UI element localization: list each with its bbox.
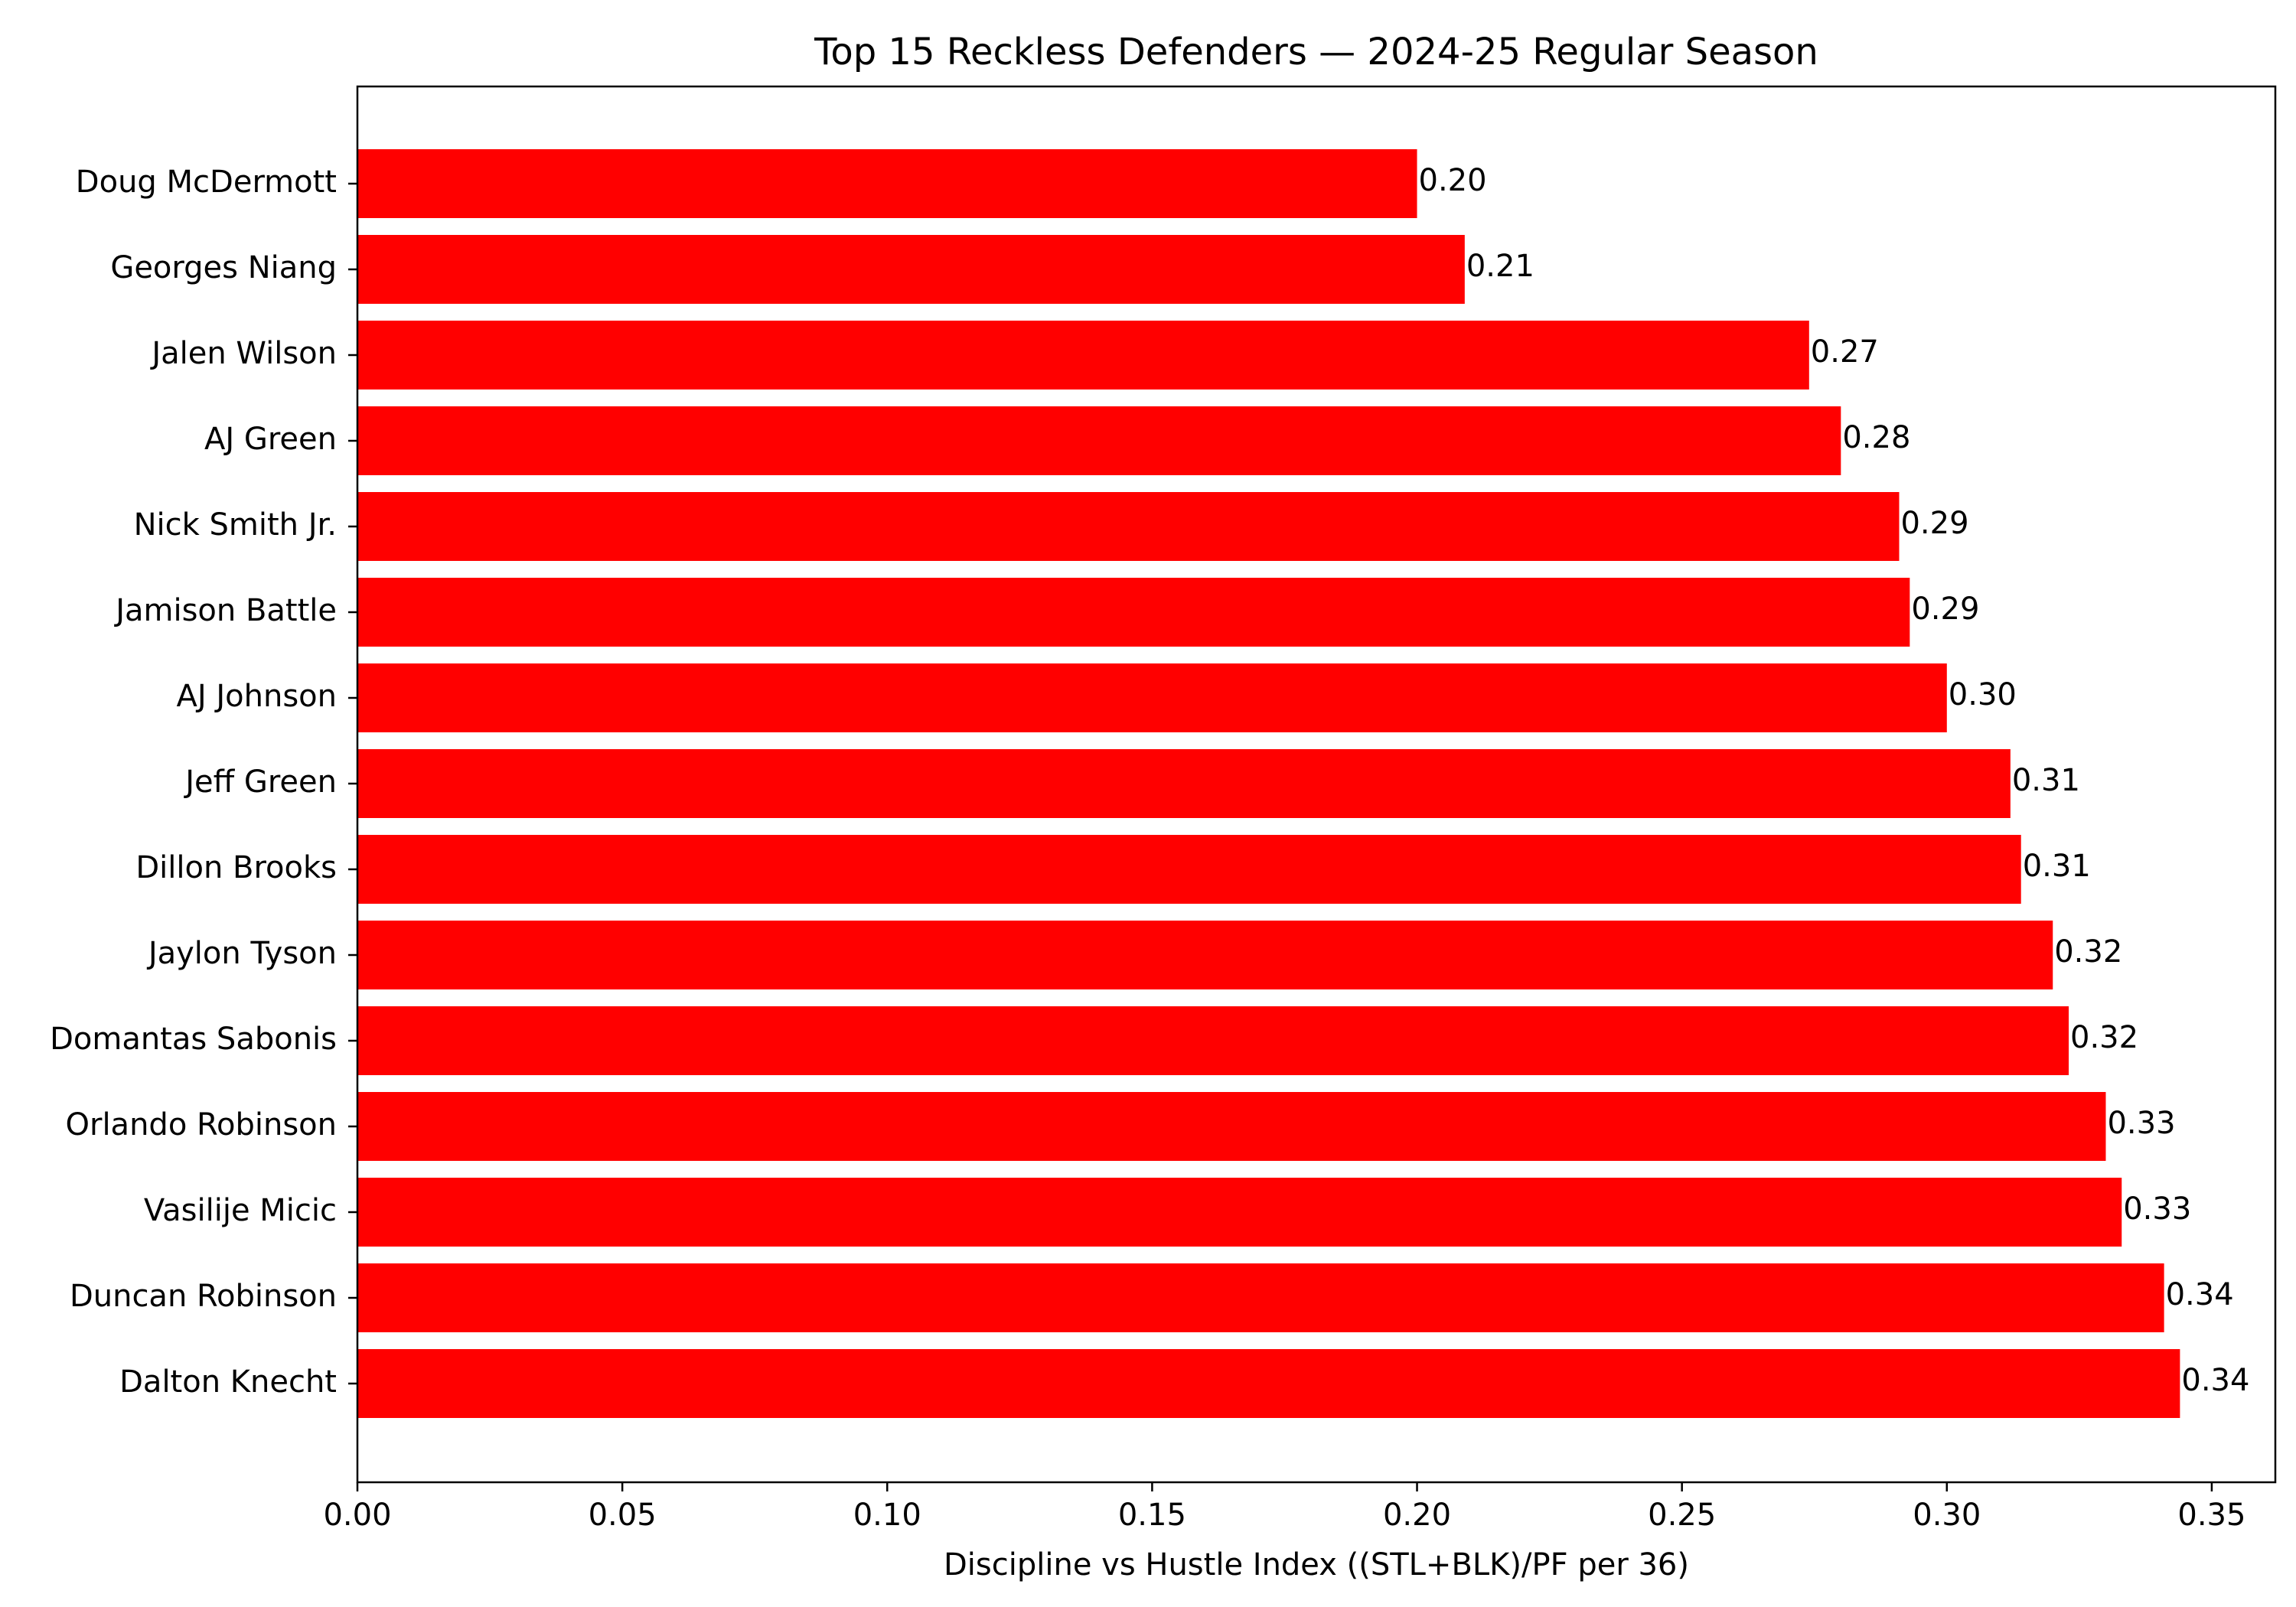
y-tick-label: Vasilije Micic (144, 1193, 337, 1228)
y-tick-label: AJ Green (204, 422, 337, 457)
bar (357, 921, 2053, 989)
y-tick-label: AJ Johnson (176, 679, 337, 714)
bar (357, 149, 1417, 218)
x-axis-label: Discipline vs Hustle Index ((STL+BLK)/PF… (944, 1547, 1689, 1583)
bar (357, 235, 1465, 304)
bar (357, 1263, 2164, 1332)
bar-value-label: 0.33 (2123, 1191, 2191, 1227)
x-tick-label: 0.30 (1913, 1498, 1981, 1533)
bar (357, 578, 1910, 647)
plot-frame (356, 85, 2277, 1484)
bar (357, 1092, 2106, 1161)
bar-value-label: 0.20 (1419, 163, 1487, 198)
y-tick-label: Jaylon Tyson (146, 936, 337, 971)
bar (357, 663, 1947, 732)
x-tick-label: 0.05 (589, 1498, 657, 1533)
bar (357, 835, 2021, 904)
bar-value-label: 0.31 (2012, 763, 2080, 798)
bar-value-label: 0.33 (2107, 1106, 2175, 1141)
bar-value-label: 0.29 (1911, 592, 1979, 627)
x-axis: 0.00 0.05 0.10 0.15 0.20 0.25 0.30 0.35 (323, 1482, 2245, 1533)
bar-value-label: 0.27 (1811, 334, 1879, 370)
y-tick-label: Nick Smith Jr. (134, 507, 337, 543)
x-tick-label: 0.15 (1118, 1498, 1186, 1533)
y-tick-label: Domantas Sabonis (50, 1022, 337, 1057)
bar (357, 321, 1809, 390)
bar (357, 1349, 2180, 1418)
bar-value-label: 0.32 (2054, 934, 2122, 970)
bar (357, 749, 2011, 818)
x-tick-label: 0.10 (853, 1498, 921, 1533)
bar-value-label: 0.30 (1949, 677, 2017, 712)
bar (357, 1178, 2122, 1247)
x-tick-label: 0.00 (323, 1498, 391, 1533)
y-tick-label: Orlando Robinson (66, 1107, 337, 1143)
bar-value-label: 0.34 (2181, 1363, 2249, 1398)
chart-title: Top 15 Reckless Defenders — 2024-25 Regu… (814, 31, 1818, 73)
bars-group: 0.20 0.21 0.27 0.28 0.29 0.29 0.30 0.31 0.31 0.32… (357, 149, 2249, 1418)
y-axis: Doug McDermott Georges Niang Jalen Wilson A… (50, 165, 357, 1400)
x-tick-label: 0.25 (1648, 1498, 1716, 1533)
bar-value-label: 0.31 (2023, 849, 2091, 884)
bar-value-label: 0.29 (1900, 506, 1968, 541)
y-tick-label: Jamison Battle (113, 593, 337, 628)
bar-value-label: 0.21 (1466, 249, 1534, 284)
x-tick-label: 0.20 (1383, 1498, 1451, 1533)
y-tick-label: Jeff Green (183, 764, 337, 800)
bar (357, 1006, 2069, 1075)
bar (357, 492, 1900, 561)
y-tick-label: Jalen Wilson (149, 336, 337, 371)
x-tick-label: 0.35 (2177, 1498, 2245, 1533)
y-tick-label: Duncan Robinson (70, 1279, 337, 1314)
y-tick-label: Georges Niang (110, 250, 337, 285)
y-tick-label: Dalton Knecht (119, 1364, 337, 1400)
bar (357, 406, 1841, 475)
bar-value-label: 0.32 (2070, 1020, 2138, 1055)
y-tick-label: Doug McDermott (76, 165, 337, 200)
bar-value-label: 0.28 (1842, 420, 1910, 455)
y-tick-label: Dillon Brooks (135, 850, 337, 885)
bar-value-label: 0.34 (2166, 1277, 2234, 1312)
